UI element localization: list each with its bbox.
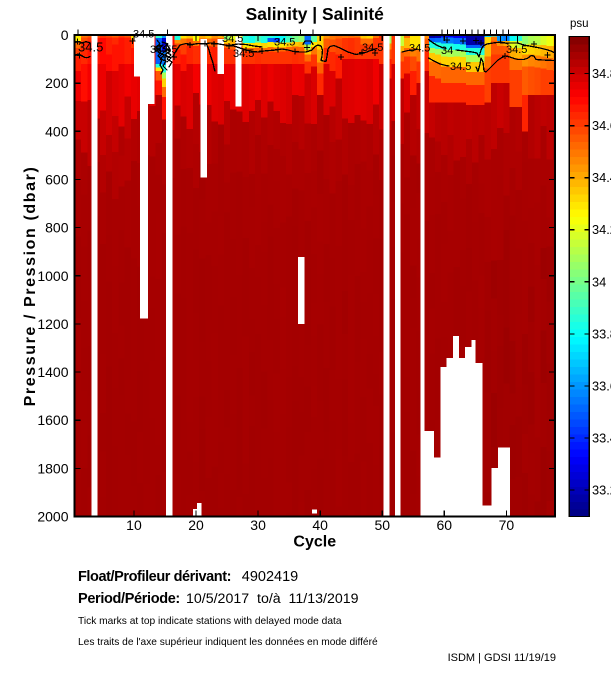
svg-text:34.5: 34.5: [362, 42, 383, 54]
svg-text:Float/Profileur dérivant:49024: Float/Profileur dérivant: 4902419: [78, 569, 298, 585]
svg-text:2000: 2000: [37, 509, 68, 525]
svg-text:34.2: 34.2: [592, 222, 611, 237]
svg-text:Salinity | Salinité: Salinity | Salinité: [246, 4, 385, 24]
svg-text:34: 34: [592, 274, 606, 289]
svg-text:34.5: 34.5: [233, 48, 254, 60]
svg-text:10: 10: [126, 517, 142, 533]
svg-text:33.2: 33.2: [592, 483, 611, 498]
svg-text:Period/Période:10/5/2017 to/à: Period/Période: 10/5/2017 to/à 11/13/2019: [78, 591, 359, 607]
svg-text:Pressure / Pression (dbar): Pressure / Pression (dbar): [22, 166, 39, 407]
svg-text:34.5: 34.5: [450, 61, 471, 73]
svg-text:30: 30: [250, 517, 266, 533]
svg-text:34: 34: [441, 45, 453, 57]
svg-text:1200: 1200: [37, 316, 68, 332]
svg-text:20: 20: [188, 517, 204, 533]
svg-text:70: 70: [499, 517, 515, 533]
svg-text:1000: 1000: [37, 268, 68, 284]
svg-text:1400: 1400: [37, 364, 68, 380]
svg-text:ISDM | GDSI 11/19/19: ISDM | GDSI 11/19/19: [448, 652, 556, 664]
svg-text:34.8: 34.8: [592, 66, 611, 81]
svg-text:1600: 1600: [37, 412, 68, 428]
svg-text:0: 0: [61, 27, 69, 43]
svg-text:34.5: 34.5: [78, 40, 103, 55]
svg-text:psu: psu: [570, 18, 589, 30]
svg-text:34.5: 34.5: [409, 43, 430, 55]
svg-text:33.8: 33.8: [592, 326, 611, 341]
svg-text:33.6: 33.6: [592, 378, 611, 393]
svg-text:Tick marks at top indicate sta: Tick marks at top indicate stations with…: [78, 616, 342, 627]
svg-text:34.55: 34.55: [150, 44, 178, 56]
svg-text:800: 800: [45, 220, 69, 236]
svg-text:34.5: 34.5: [274, 37, 295, 49]
svg-text:34.6: 34.6: [592, 118, 611, 133]
svg-text:Cycle: Cycle: [293, 534, 336, 551]
svg-text:40: 40: [312, 517, 328, 533]
svg-text:400: 400: [45, 123, 69, 139]
svg-text:33.4: 33.4: [592, 430, 611, 445]
svg-text:60: 60: [437, 517, 453, 533]
svg-text:Les traits de l'axe supérieur: Les traits de l'axe supérieur indiquent …: [78, 637, 378, 648]
svg-text:34.5: 34.5: [222, 33, 243, 45]
svg-text:1800: 1800: [37, 460, 68, 476]
svg-text:34.4: 34.4: [592, 170, 611, 185]
svg-text:34.5: 34.5: [506, 44, 527, 56]
svg-text:200: 200: [45, 75, 69, 91]
svg-text:600: 600: [45, 171, 69, 187]
svg-text:50: 50: [374, 517, 390, 533]
